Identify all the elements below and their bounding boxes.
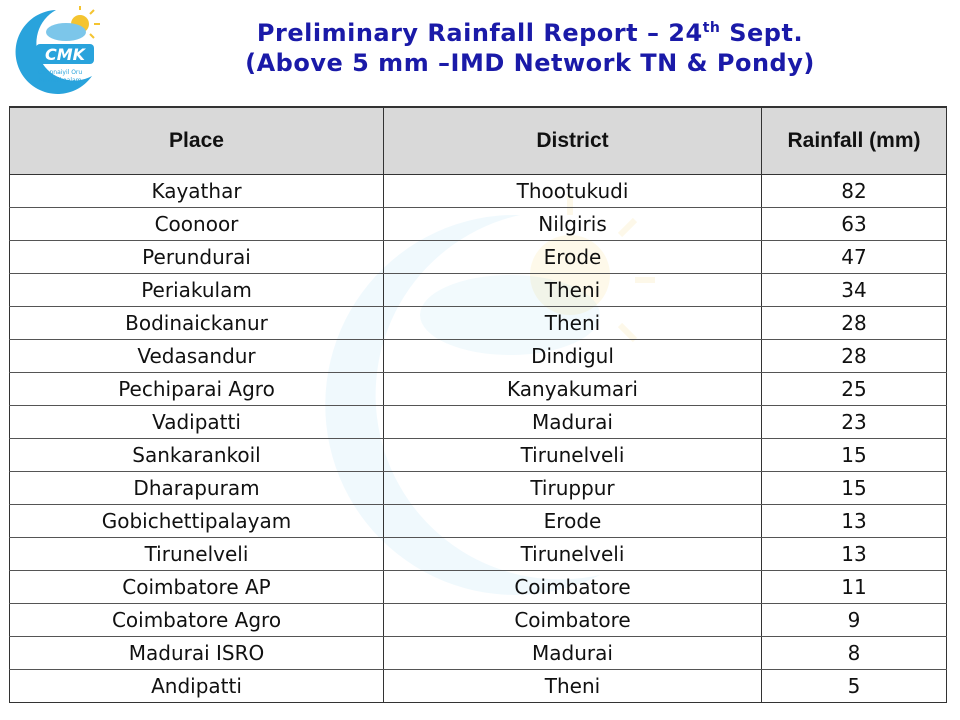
cell-district: Erode <box>383 240 762 274</box>
cell-district: Theni <box>383 306 762 340</box>
table-row: Dharapuram Tiruppur 15 <box>9 471 947 505</box>
cell-rainfall: 15 <box>761 471 947 505</box>
table-row: Madurai ISRO Madurai 8 <box>9 636 947 670</box>
cell-place: Sankarankoil <box>9 438 384 472</box>
cell-rainfall: 28 <box>761 339 947 373</box>
table-row: Coimbatore AP Coimbatore 11 <box>9 570 947 604</box>
cell-district: Thootukudi <box>383 174 762 208</box>
cell-place: Coonoor <box>9 207 384 241</box>
table-row: Bodinaickanur Theni 28 <box>9 306 947 340</box>
cell-place: Tirunelveli <box>9 537 384 571</box>
cell-district: Coimbatore <box>383 603 762 637</box>
cell-place: Perundurai <box>9 240 384 274</box>
cell-place: Coimbatore AP <box>9 570 384 604</box>
logo-tagline-1: Chennaiyil Oru <box>38 69 83 76</box>
cell-rainfall: 25 <box>761 372 947 406</box>
cell-district: Dindigul <box>383 339 762 373</box>
rainfall-table: Place District Rainfall (mm) Kayathar Tho… <box>9 106 947 703</box>
cell-district: Madurai <box>383 405 762 439</box>
table-header-row: Place District Rainfall (mm) <box>9 106 947 175</box>
cell-rainfall: 28 <box>761 306 947 340</box>
cell-rainfall: 13 <box>761 537 947 571</box>
cell-rainfall: 34 <box>761 273 947 307</box>
cell-rainfall: 9 <box>761 603 947 637</box>
logo-letters: CMK <box>45 45 87 64</box>
title-line-1: Preliminary Rainfall Report – 24th Sept. <box>256 19 804 47</box>
title-line-2: (Above 5 mm –IMD Network TN & Pondy) <box>245 49 815 77</box>
cell-place: Madurai ISRO <box>9 636 384 670</box>
cell-district: Theni <box>383 669 762 703</box>
cmk-logo-icon: CMK Chennaiyil Oru Mazhaikaalam <box>15 6 100 94</box>
cell-district: Nilgiris <box>383 207 762 241</box>
table-row: Sankarankoil Tirunelveli 15 <box>9 438 947 472</box>
cell-rainfall: 13 <box>761 504 947 538</box>
column-header-place: Place <box>9 106 384 175</box>
cell-place: Coimbatore Agro <box>9 603 384 637</box>
page-title: Preliminary Rainfall Report – 24th Sept.… <box>130 18 930 78</box>
cell-place: Dharapuram <box>9 471 384 505</box>
table-row: Gobichettipalayam Erode 13 <box>9 504 947 538</box>
table-row: Pechiparai Agro Kanyakumari 25 <box>9 372 947 406</box>
cell-rainfall: 47 <box>761 240 947 274</box>
cell-place: Kayathar <box>9 174 384 208</box>
table-row: Vedasandur Dindigul 28 <box>9 339 947 373</box>
table-row: Coonoor Nilgiris 63 <box>9 207 947 241</box>
cell-place: Andipatti <box>9 669 384 703</box>
cell-rainfall: 82 <box>761 174 947 208</box>
cell-district: Kanyakumari <box>383 372 762 406</box>
cell-place: Gobichettipalayam <box>9 504 384 538</box>
cell-place: Bodinaickanur <box>9 306 384 340</box>
cell-rainfall: 23 <box>761 405 947 439</box>
table-row: Kayathar Thootukudi 82 <box>9 174 947 208</box>
cell-place: Pechiparai Agro <box>9 372 384 406</box>
table-row: Perundurai Erode 47 <box>9 240 947 274</box>
table-row: Tirunelveli Tirunelveli 13 <box>9 537 947 571</box>
cell-place: Vadipatti <box>9 405 384 439</box>
cell-place: Vedasandur <box>9 339 384 373</box>
table-row: Periakulam Theni 34 <box>9 273 947 307</box>
cell-rainfall: 5 <box>761 669 947 703</box>
logo-tagline-2: Mazhaikaalam <box>38 77 81 84</box>
table-row: Coimbatore Agro Coimbatore 9 <box>9 603 947 637</box>
cell-district: Madurai <box>383 636 762 670</box>
table-row: Andipatti Theni 5 <box>9 669 947 703</box>
cell-district: Tirunelveli <box>383 537 762 571</box>
cell-rainfall: 8 <box>761 636 947 670</box>
cell-rainfall: 15 <box>761 438 947 472</box>
cell-district: Coimbatore <box>383 570 762 604</box>
cell-place: Periakulam <box>9 273 384 307</box>
cell-rainfall: 11 <box>761 570 947 604</box>
column-header-rainfall: Rainfall (mm) <box>761 106 947 175</box>
column-header-district: District <box>383 106 762 175</box>
table-row: Vadipatti Madurai 23 <box>9 405 947 439</box>
cell-district: Erode <box>383 504 762 538</box>
cell-district: Tiruppur <box>383 471 762 505</box>
cell-district: Tirunelveli <box>383 438 762 472</box>
cell-district: Theni <box>383 273 762 307</box>
cell-rainfall: 63 <box>761 207 947 241</box>
